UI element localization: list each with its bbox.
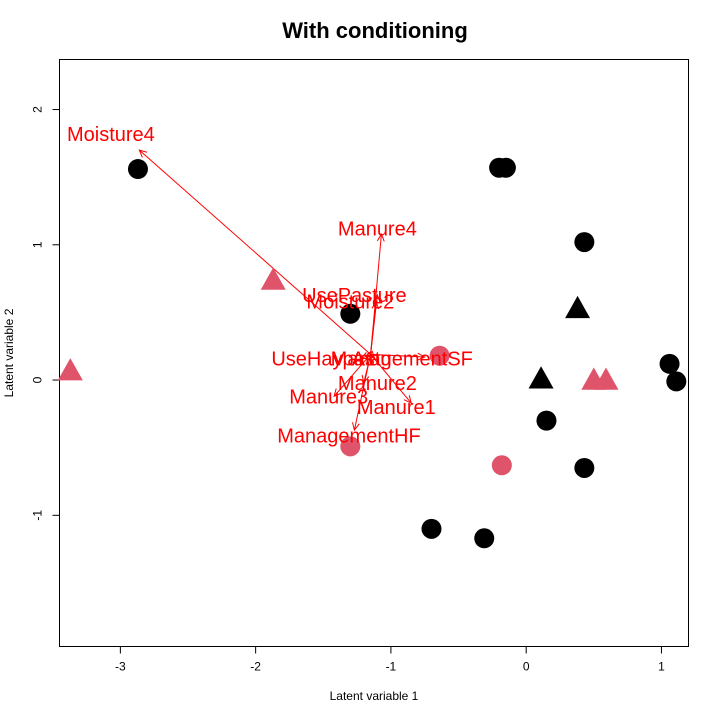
y-axis: -1 0 1 2 [31,106,60,521]
loading-label: Manure3 [289,386,368,408]
loading-label: UsePasture [302,285,407,307]
loading-arrow-shaft [333,354,371,397]
data-point-circle [666,371,687,392]
x-tick-label: -2 [250,660,261,674]
y-tick-label: 2 [31,106,45,113]
data-point-circle [491,455,512,476]
loading-label: Manure2 [338,373,417,395]
data-point-circle [495,157,516,178]
data-point-triangle [260,267,286,290]
loading-arrow [352,354,372,432]
loading-arrow-head [361,374,370,384]
data-point-circle [340,303,361,324]
data-point-circle [574,232,595,253]
data-point-circle [421,518,442,539]
data-point-triangle [565,295,591,319]
points-layer [57,157,687,549]
loading-label: ManagementHF [277,426,420,448]
data-point-triangle [528,366,554,389]
x-axis-label: Latent variable 1 [330,689,419,703]
loading-arrow [333,354,371,398]
y-tick-label: -1 [31,510,45,521]
loading-label: Moisture4 [67,124,155,146]
loading-label: UseHaypastu [271,348,391,370]
loading-arrow-head [333,388,342,398]
loading-label: Manure1 [357,397,436,419]
loading-label: Moisture2 [306,292,394,314]
loading-arrow [138,149,371,355]
loading-arrow [370,300,380,355]
data-point-circle [659,353,680,374]
loading-arrow-shaft [353,354,372,431]
loading-label: Manure4 [338,219,417,241]
loading-label: ManagementSF [331,348,473,370]
loading-arrow-head [371,300,380,310]
x-axis: -3 -2 -1 0 1 [115,646,665,674]
loading-arrow-head [403,395,412,404]
loading-label: A1 [352,348,376,370]
loading-arrow-shaft [138,149,371,355]
data-point-circle [340,436,361,457]
loading-arrow-head [372,293,381,303]
data-point-circle [429,345,450,366]
data-point-triangle [57,358,83,381]
x-tick-label: -1 [386,660,397,674]
data-point-circle [536,410,557,431]
loading-arrow-shaft [360,353,371,359]
chart-title: With conditioning [282,18,468,43]
arrows-layer [138,149,426,432]
x-tick-label: 1 [658,660,665,674]
loading-arrow-shaft [370,354,412,404]
loading-arrow [370,354,412,404]
data-point-triangle [593,367,619,390]
data-point-circle [474,528,495,549]
x-tick-label: -3 [115,660,126,674]
y-axis-label: Latent variable 2 [2,308,16,397]
x-tick-label: 0 [523,660,530,674]
y-tick-label: 1 [31,241,45,248]
data-point-circle [574,457,595,478]
loading-arrow-head [352,422,360,432]
loading-arrow-shaft [370,301,377,355]
loading-arrow-head [417,352,426,361]
loading-arrow-head [376,232,385,242]
loading-arrow [370,352,426,361]
y-tick-label: 0 [31,376,45,383]
plot-frame [59,59,689,647]
data-point-circle [127,159,148,180]
loading-arrow-shaft [370,353,425,358]
loading-arrow-head [138,149,148,158]
